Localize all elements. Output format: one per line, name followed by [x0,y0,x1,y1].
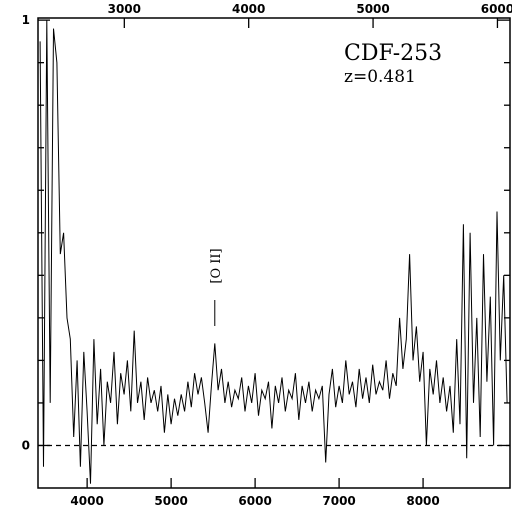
x2-tick-label: 6000 [481,2,512,16]
x-tick-label: 7000 [322,494,355,508]
x2-tick-label: 3000 [108,2,141,16]
object-name: CDF-253 [344,41,442,66]
x-tick-label: 5000 [154,494,187,508]
x2-tick-label: 5000 [356,2,389,16]
spectrum-line [39,20,508,484]
redshift-label: z=0.481 [344,67,416,87]
plot-frame [37,17,511,489]
annotation-label: [O II] [209,248,224,283]
y-tick-label: 1 [22,13,30,27]
x-tick-label: 4000 [70,494,103,508]
x-tick-label: 6000 [238,494,271,508]
x-tick-label: 8000 [406,494,439,508]
y-tick-label: 0 [22,438,30,452]
x2-tick-label: 4000 [232,2,265,16]
